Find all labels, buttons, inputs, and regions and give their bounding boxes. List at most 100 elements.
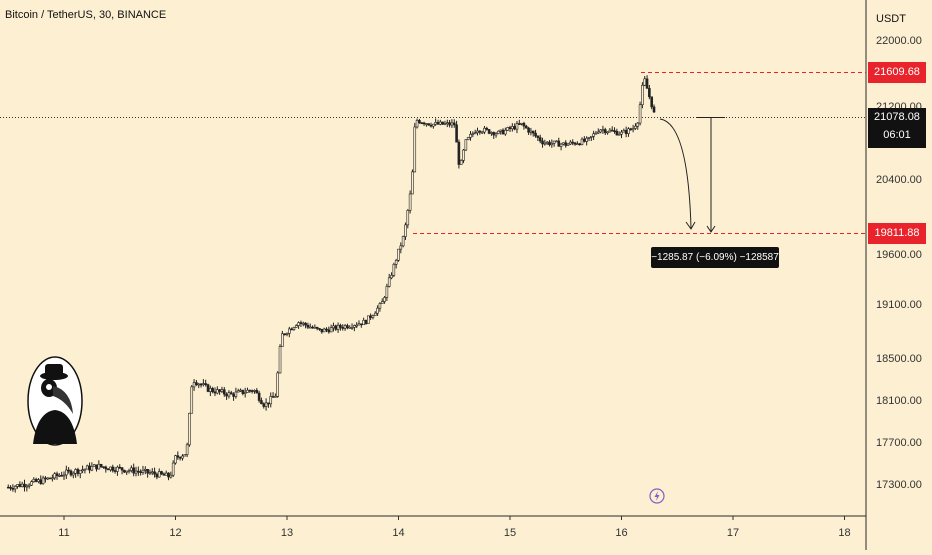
candle (385, 283, 389, 301)
candle (543, 139, 547, 146)
time-tick-label: 13 (281, 527, 293, 539)
candle (329, 324, 333, 333)
candle (466, 136, 470, 141)
candle (508, 125, 512, 133)
candle (367, 315, 370, 324)
candle (459, 159, 463, 165)
candle (155, 472, 159, 480)
candle (469, 131, 472, 141)
candle (71, 471, 75, 479)
candle (262, 402, 266, 409)
candle (127, 468, 131, 474)
candle (497, 130, 500, 135)
candle (411, 169, 414, 195)
candle (334, 324, 338, 331)
candle (32, 477, 36, 483)
candle (443, 120, 447, 126)
candle (157, 468, 161, 478)
candle (573, 141, 577, 146)
candle (473, 129, 477, 135)
candle (232, 392, 235, 401)
candle (357, 320, 361, 326)
candle (195, 379, 198, 386)
candle (552, 140, 556, 147)
candle (174, 454, 177, 465)
price-axis-ticks: 22000.0021200.0020400.0019600.0019100.00… (876, 35, 922, 491)
candle (580, 137, 584, 146)
candle (92, 463, 96, 467)
candle (301, 321, 305, 327)
candle (562, 142, 565, 146)
candle (46, 477, 50, 481)
candle (506, 126, 509, 132)
candle (260, 397, 263, 405)
plague-doctor-avatar (27, 356, 83, 446)
candle (397, 248, 400, 262)
candle (146, 468, 149, 478)
candle (109, 466, 112, 472)
candle (27, 483, 31, 489)
candle (471, 131, 475, 138)
candle (599, 129, 602, 134)
candle (320, 328, 324, 334)
candle (480, 130, 484, 134)
candle (30, 480, 33, 486)
candle (16, 484, 19, 489)
candle (450, 119, 454, 129)
candle (578, 142, 581, 146)
candle (199, 382, 203, 388)
candle (406, 209, 410, 229)
candle (290, 327, 293, 331)
candle (106, 468, 110, 471)
candle (499, 129, 503, 135)
candle (322, 327, 326, 333)
high-level-price-tag: 21609.68 (868, 62, 926, 83)
candle (236, 388, 240, 393)
bar-countdown: 06:01 (883, 129, 911, 141)
candle (288, 326, 291, 338)
candle (629, 127, 633, 131)
candle (51, 474, 54, 482)
candle (527, 126, 530, 135)
candle (603, 127, 607, 135)
candle (448, 119, 451, 128)
lightning-icon[interactable] (649, 488, 665, 504)
candle (213, 387, 217, 396)
candle (648, 84, 651, 100)
candle (559, 142, 563, 151)
candle (348, 325, 352, 329)
candle (538, 134, 542, 144)
price-tick-label: 18100.00 (876, 395, 922, 407)
candle (445, 119, 449, 128)
candle (524, 124, 528, 129)
candle (283, 333, 286, 336)
candle (427, 123, 430, 126)
candle (550, 139, 554, 148)
candle (490, 131, 493, 136)
candle (315, 326, 319, 331)
price-tick-label: 19600.00 (876, 249, 922, 261)
candle (20, 481, 24, 488)
candle (569, 140, 572, 145)
candle (536, 135, 540, 142)
candle (246, 387, 249, 393)
candle (153, 467, 156, 478)
candle (176, 451, 180, 460)
candle (41, 475, 45, 485)
candle (576, 141, 579, 146)
candle (264, 398, 268, 411)
candle (125, 470, 129, 475)
candle (513, 123, 516, 131)
candle (267, 402, 270, 408)
candle (111, 464, 115, 473)
candle (364, 319, 368, 325)
candle (613, 127, 616, 134)
candle (650, 96, 653, 110)
candle (188, 412, 191, 447)
price-tick-label: 19100.00 (876, 299, 922, 311)
candle (306, 322, 310, 330)
projection-arrow-head (685, 221, 696, 230)
candle (346, 323, 349, 330)
currency-label: USDT (876, 13, 906, 25)
